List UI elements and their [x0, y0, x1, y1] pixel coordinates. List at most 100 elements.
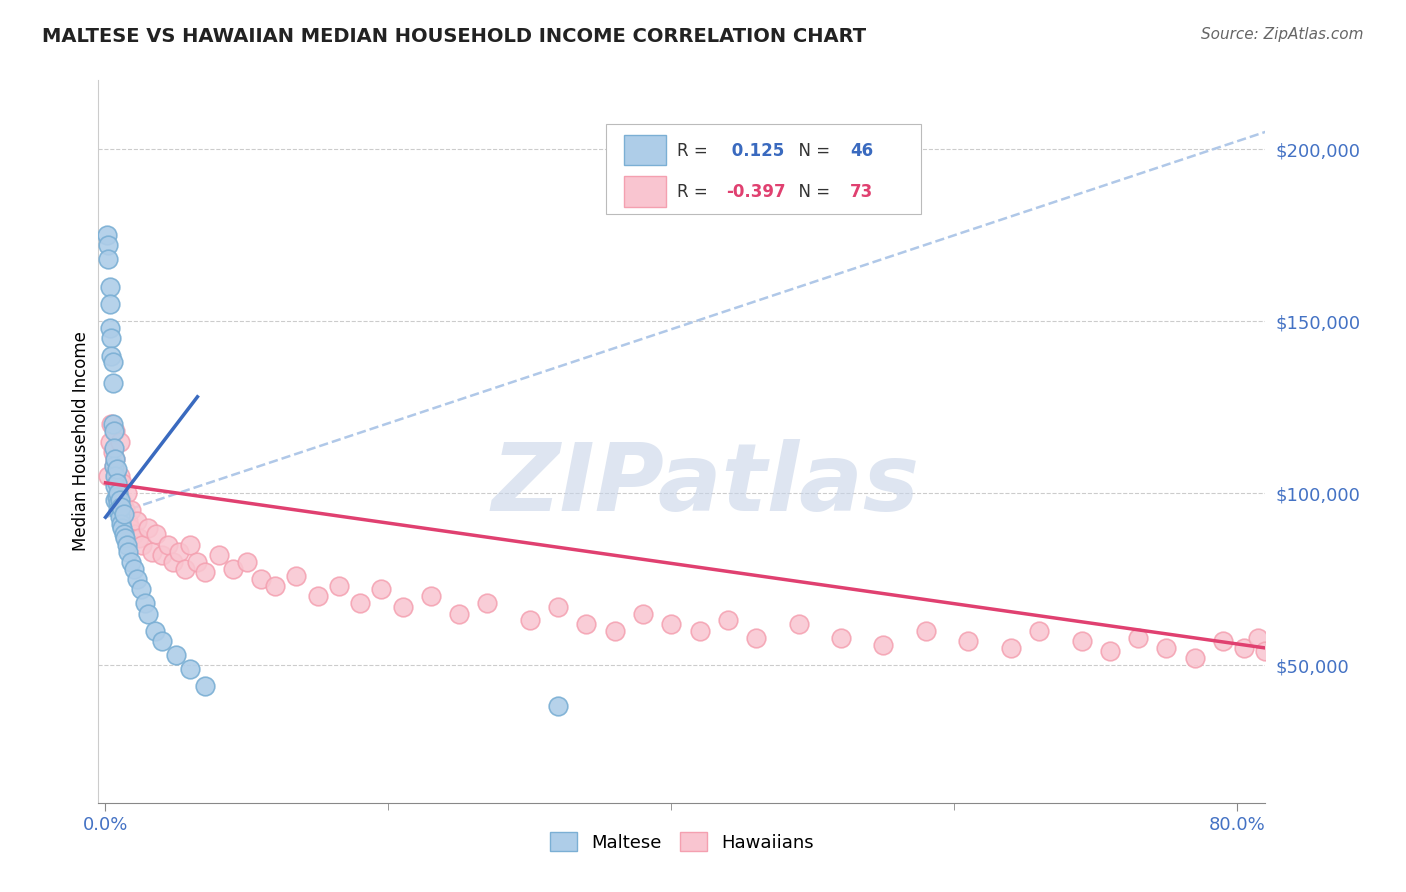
Point: [122, 527, 145, 541]
Point: [104, 493, 127, 508]
Point: [118, 520, 141, 534]
Point: [105, 462, 128, 476]
Point: [101, 445, 124, 459]
Point: [108, 469, 131, 483]
Point: [162, 555, 184, 569]
Text: MALTESE VS HAWAIIAN MEDIAN HOUSEHOLD INCOME CORRELATION CHART: MALTESE VS HAWAIIAN MEDIAN HOUSEHOLD INC…: [42, 27, 866, 45]
Point: [186, 555, 208, 569]
Point: [112, 500, 135, 514]
Point: [103, 458, 125, 473]
Point: [477, 596, 499, 610]
Point: [107, 486, 129, 500]
Point: [120, 555, 142, 569]
Point: [98, 434, 121, 449]
Point: [105, 469, 128, 483]
Point: [1247, 631, 1270, 645]
Point: [1156, 640, 1178, 655]
Point: [1212, 634, 1234, 648]
Point: [143, 624, 166, 638]
Point: [103, 458, 125, 473]
Point: [547, 599, 569, 614]
Point: [111, 475, 134, 490]
Point: [97, 252, 120, 267]
Point: [129, 582, 152, 597]
Text: N =: N =: [789, 142, 835, 160]
Point: [830, 631, 852, 645]
Point: [110, 493, 132, 508]
Point: [193, 679, 215, 693]
Point: [114, 503, 136, 517]
Point: [208, 548, 231, 562]
Point: [112, 507, 135, 521]
Point: [111, 520, 134, 534]
Text: 73: 73: [851, 183, 873, 201]
Y-axis label: Median Household Income: Median Household Income: [72, 332, 90, 551]
Legend: Maltese, Hawaiians: Maltese, Hawaiians: [543, 825, 821, 859]
Point: [128, 531, 150, 545]
Point: [125, 514, 148, 528]
Point: [264, 579, 287, 593]
Point: [103, 442, 125, 456]
Text: ZIPatlas: ZIPatlas: [491, 439, 920, 531]
Point: [107, 503, 129, 517]
Point: [193, 566, 215, 580]
Point: [97, 469, 120, 483]
Point: [136, 607, 159, 621]
Point: [419, 590, 441, 604]
Point: [104, 479, 127, 493]
Point: [98, 279, 121, 293]
Point: [1184, 651, 1206, 665]
Point: [108, 434, 131, 449]
Point: [1070, 634, 1092, 648]
Point: [659, 616, 682, 631]
Point: [222, 562, 245, 576]
Text: 46: 46: [851, 142, 873, 160]
Point: [125, 572, 148, 586]
Point: [108, 493, 131, 508]
Point: [575, 616, 598, 631]
Point: [110, 517, 132, 532]
Point: [97, 238, 120, 252]
Point: [104, 451, 127, 466]
Point: [787, 616, 810, 631]
Point: [1028, 624, 1050, 638]
FancyBboxPatch shape: [624, 135, 665, 165]
Text: R =: R =: [678, 142, 713, 160]
Text: 0.125: 0.125: [727, 142, 785, 160]
Point: [117, 514, 139, 528]
Point: [96, 228, 118, 243]
Point: [112, 527, 135, 541]
Point: [100, 331, 122, 345]
Point: [98, 297, 121, 311]
Point: [165, 648, 187, 662]
Point: [114, 531, 136, 545]
Text: Source: ZipAtlas.com: Source: ZipAtlas.com: [1201, 27, 1364, 42]
Point: [104, 469, 127, 483]
Point: [101, 417, 124, 432]
Point: [285, 568, 308, 582]
FancyBboxPatch shape: [606, 124, 921, 214]
Point: [915, 624, 938, 638]
Point: [104, 424, 127, 438]
Point: [250, 572, 273, 586]
Point: [1233, 640, 1256, 655]
Point: [745, 631, 768, 645]
Point: [370, 582, 392, 597]
Point: [689, 624, 711, 638]
Text: -0.397: -0.397: [727, 183, 786, 201]
Point: [349, 596, 371, 610]
Point: [391, 599, 413, 614]
Point: [150, 634, 173, 648]
Text: N =: N =: [789, 183, 835, 201]
Point: [156, 538, 179, 552]
Point: [1098, 644, 1121, 658]
Point: [101, 376, 124, 390]
Point: [179, 538, 201, 552]
Point: [957, 634, 980, 648]
Point: [100, 417, 122, 432]
Point: [631, 607, 654, 621]
Point: [603, 624, 626, 638]
Text: R =: R =: [678, 183, 713, 201]
Point: [117, 544, 139, 558]
Point: [103, 424, 125, 438]
